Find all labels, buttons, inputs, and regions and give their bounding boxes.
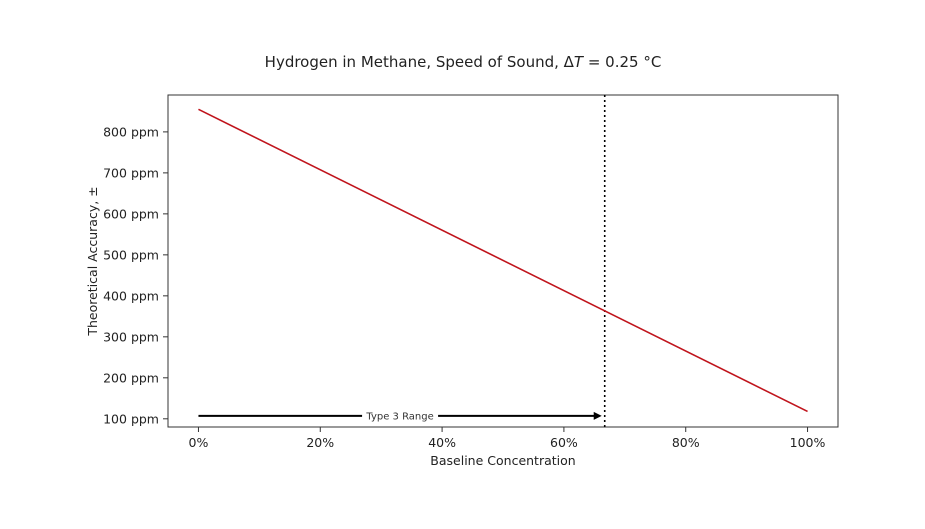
chart-title-main: Hydrogen in Methane, Speed of Sound, Δ [265, 53, 575, 71]
x-tick-label: 100% [790, 435, 826, 450]
series-layer [198, 108, 808, 413]
x-tick-label: 40% [428, 435, 456, 450]
series-line [198, 108, 808, 413]
y-tick-label: 100 ppm [103, 411, 159, 426]
x-tick-label: 80% [672, 435, 700, 450]
y-tick-label: 400 ppm [103, 288, 159, 303]
x-axis: 0% 20% 40% 60% 80% 100% [189, 427, 826, 450]
x-tick-label: 20% [306, 435, 334, 450]
range-arrow-head [593, 411, 602, 420]
x-tick-label: 60% [550, 435, 578, 450]
y-tick-label: 600 ppm [103, 206, 159, 221]
y-axis-label: Theoretical Accuracy, ± [85, 186, 100, 336]
y-tick-label: 200 ppm [103, 370, 159, 385]
range-label: Type 3 Range [365, 411, 433, 422]
chart-title: Hydrogen in Methane, Speed of Sound, ΔT … [265, 53, 662, 71]
y-axis: 100 ppm 200 ppm 300 ppm 400 ppm 500 ppm 600 p… [103, 124, 168, 426]
y-tick-label: 700 ppm [103, 165, 159, 180]
type-3-range-annotation: Type 3 Range [198, 411, 602, 422]
y-tick-label: 500 ppm [103, 247, 159, 262]
x-tick-label: 0% [189, 435, 209, 450]
chart-title-variable: T [574, 53, 585, 71]
y-tick-label: 300 ppm [103, 329, 159, 344]
y-tick-label: 800 ppm [103, 124, 159, 139]
x-axis-label: Baseline Concentration [430, 453, 575, 468]
plot-area-frame [167, 94, 839, 428]
chart-title-rest: = 0.25 °C [583, 53, 661, 71]
